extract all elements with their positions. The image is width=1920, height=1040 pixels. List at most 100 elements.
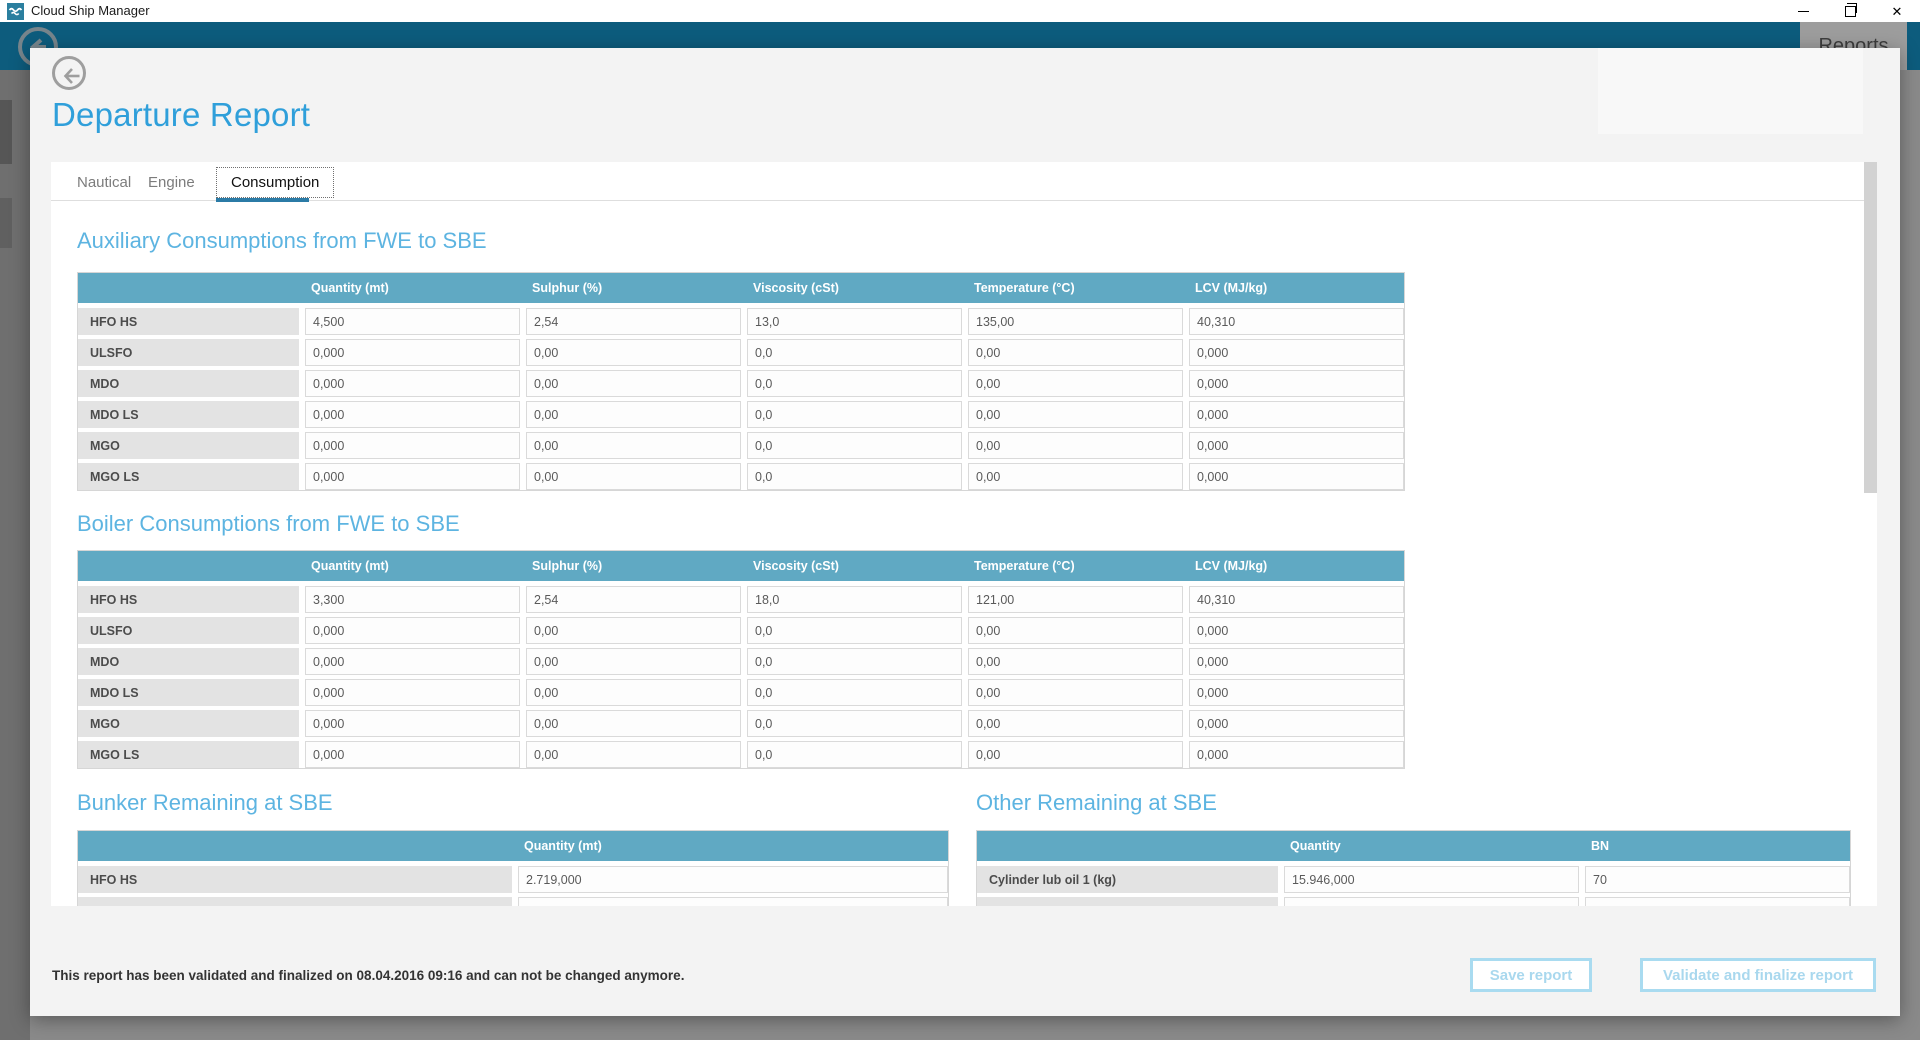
boiler-mdo-sulphur-input[interactable]: [526, 648, 741, 675]
aux-ulsfo-lcv-mj-kg-input[interactable]: [1189, 339, 1404, 366]
boiler-row-mgo-ls: MGO LS: [78, 741, 1404, 768]
boiler-mgo-ls-lcv-mj-kg-input[interactable]: [1189, 741, 1404, 768]
bunker-row-clipped: [78, 897, 948, 906]
aux-mdo-sulphur-input[interactable]: [526, 370, 741, 397]
aux-mgo-ls-quantity-mt-input[interactable]: [305, 463, 520, 490]
back-button[interactable]: [52, 56, 86, 90]
boiler-ulsfo-lcv-mj-kg-input[interactable]: [1189, 617, 1404, 644]
boiler-mdo-ls-sulphur-input[interactable]: [526, 679, 741, 706]
boiler-header-row: Quantity (mt) Sulphur (%) Viscosity (cSt) T…: [78, 551, 1404, 581]
aux-column-temperature-c: Temperature (°C): [974, 281, 1075, 295]
boiler-hfo-hs-lcv-mj-kg-input[interactable]: [1189, 586, 1404, 613]
boiler-mdo-ls-viscosity-cst-input[interactable]: [747, 679, 962, 706]
boiler-mgo-lcv-mj-kg-input[interactable]: [1189, 710, 1404, 737]
aux-hfo-hs-temperature-c-input[interactable]: [968, 308, 1183, 335]
aux-hfo-hs-quantity-mt-input[interactable]: [305, 308, 520, 335]
aux-ulsfo-quantity-mt-input[interactable]: [305, 339, 520, 366]
restore-icon: [1844, 2, 1857, 17]
aux-hfo-hs-sulphur-input[interactable]: [526, 308, 741, 335]
aux-mdo-ls-viscosity-cst-input[interactable]: [747, 401, 962, 428]
boiler-row-label: ULSFO: [78, 617, 299, 644]
boiler-ulsfo-viscosity-cst-input[interactable]: [747, 617, 962, 644]
other-clipped-quantity-input[interactable]: [1284, 897, 1579, 906]
boiler-mgo-ls-quantity-mt-input[interactable]: [305, 741, 520, 768]
boiler-mdo-ls-temperature-c-input[interactable]: [968, 679, 1183, 706]
boiler-hfo-hs-viscosity-cst-input[interactable]: [747, 586, 962, 613]
boiler-hfo-hs-quantity-mt-input[interactable]: [305, 586, 520, 613]
bunker-clipped-quantity-mt-input[interactable]: [518, 897, 948, 906]
boiler-mgo-viscosity-cst-input[interactable]: [747, 710, 962, 737]
boiler-row-label: HFO HS: [78, 586, 299, 613]
aux-mdo-ls-temperature-c-input[interactable]: [968, 401, 1183, 428]
aux-row-mgo-ls: MGO LS: [78, 463, 1404, 490]
departure-report-panel: Departure Report Nautical Engine Consump…: [30, 48, 1900, 1016]
boiler-row-mdo-ls: MDO LS: [78, 679, 1404, 706]
tab-consumption[interactable]: Consumption: [216, 167, 335, 198]
aux-hfo-hs-viscosity-cst-input[interactable]: [747, 308, 962, 335]
dimmed-sidebar-item: [0, 100, 12, 164]
boiler-mgo-ls-sulphur-input[interactable]: [526, 741, 741, 768]
other-cylinder-lub-oil-1-kg-quantity-input[interactable]: [1284, 866, 1579, 893]
bunker-row-hfo-hs: HFO HS: [78, 866, 948, 893]
aux-mgo-lcv-mj-kg-input[interactable]: [1189, 432, 1404, 459]
aux-mdo-ls-sulphur-input[interactable]: [526, 401, 741, 428]
aux-mdo-lcv-mj-kg-input[interactable]: [1189, 370, 1404, 397]
aux-mgo-sulphur-input[interactable]: [526, 432, 741, 459]
boiler-mgo-ls-temperature-c-input[interactable]: [968, 741, 1183, 768]
boiler-mdo-viscosity-cst-input[interactable]: [747, 648, 962, 675]
boiler-mgo-temperature-c-input[interactable]: [968, 710, 1183, 737]
boiler-mdo-quantity-mt-input[interactable]: [305, 648, 520, 675]
close-button[interactable]: ✕: [1874, 0, 1920, 22]
validate-finalize-button[interactable]: Validate and finalize report: [1640, 958, 1876, 992]
other-cylinder-lub-oil-1-kg-bn-input[interactable]: [1585, 866, 1850, 893]
aux-mgo-viscosity-cst-input[interactable]: [747, 432, 962, 459]
other-row-label: [977, 897, 1278, 906]
aux-mdo-temperature-c-input[interactable]: [968, 370, 1183, 397]
boiler-hfo-hs-sulphur-input[interactable]: [526, 586, 741, 613]
boiler-row-label: MDO: [78, 648, 299, 675]
boiler-hfo-hs-temperature-c-input[interactable]: [968, 586, 1183, 613]
boiler-ulsfo-sulphur-input[interactable]: [526, 617, 741, 644]
bunker-row-label: [78, 897, 512, 906]
aux-mgo-ls-temperature-c-input[interactable]: [968, 463, 1183, 490]
auxiliary-consumption-table: Quantity (mt) Sulphur (%) Viscosity (cSt) T…: [77, 272, 1405, 491]
panel-highlight-region: [1598, 48, 1863, 134]
aux-mgo-ls-viscosity-cst-input[interactable]: [747, 463, 962, 490]
aux-row-hfo-hs: HFO HS: [78, 308, 1404, 335]
save-report-button[interactable]: Save report: [1470, 958, 1592, 992]
aux-mgo-ls-lcv-mj-kg-input[interactable]: [1189, 463, 1404, 490]
aux-mdo-ls-lcv-mj-kg-input[interactable]: [1189, 401, 1404, 428]
aux-ulsfo-temperature-c-input[interactable]: [968, 339, 1183, 366]
boiler-ulsfo-quantity-mt-input[interactable]: [305, 617, 520, 644]
vertical-scrollbar-thumb[interactable]: [1864, 162, 1877, 493]
aux-hfo-hs-lcv-mj-kg-input[interactable]: [1189, 308, 1404, 335]
aux-mdo-quantity-mt-input[interactable]: [305, 370, 520, 397]
aux-mgo-temperature-c-input[interactable]: [968, 432, 1183, 459]
other-clipped-bn-input[interactable]: [1585, 897, 1850, 906]
aux-header-row: Quantity (mt) Sulphur (%) Viscosity (cSt) T…: [78, 273, 1404, 303]
active-tab-underline: [216, 198, 309, 202]
boiler-mdo-ls-quantity-mt-input[interactable]: [305, 679, 520, 706]
aux-ulsfo-viscosity-cst-input[interactable]: [747, 339, 962, 366]
restore-button[interactable]: [1827, 0, 1873, 22]
other-row-clipped: [977, 897, 1850, 906]
boiler-mgo-quantity-mt-input[interactable]: [305, 710, 520, 737]
tab-nautical[interactable]: Nautical: [77, 174, 132, 191]
aux-ulsfo-sulphur-input[interactable]: [526, 339, 741, 366]
tab-engine[interactable]: Engine: [148, 174, 195, 191]
boiler-mdo-temperature-c-input[interactable]: [968, 648, 1183, 675]
aux-mdo-ls-quantity-mt-input[interactable]: [305, 401, 520, 428]
boiler-ulsfo-temperature-c-input[interactable]: [968, 617, 1183, 644]
other-row-label: Cylinder lub oil 1 (kg): [977, 866, 1278, 893]
boiler-mdo-lcv-mj-kg-input[interactable]: [1189, 648, 1404, 675]
aux-mdo-viscosity-cst-input[interactable]: [747, 370, 962, 397]
boiler-mdo-ls-lcv-mj-kg-input[interactable]: [1189, 679, 1404, 706]
boiler-mgo-sulphur-input[interactable]: [526, 710, 741, 737]
aux-mgo-ls-sulphur-input[interactable]: [526, 463, 741, 490]
report-content-card: Nautical Engine Consumption Auxiliary Co…: [51, 162, 1877, 906]
minimize-button[interactable]: [1780, 0, 1826, 22]
aux-mgo-quantity-mt-input[interactable]: [305, 432, 520, 459]
boiler-column-lcv-mj-kg: LCV (MJ/kg): [1195, 559, 1268, 573]
bunker-hfo-hs-quantity-mt-input[interactable]: [518, 866, 948, 893]
boiler-mgo-ls-viscosity-cst-input[interactable]: [747, 741, 962, 768]
